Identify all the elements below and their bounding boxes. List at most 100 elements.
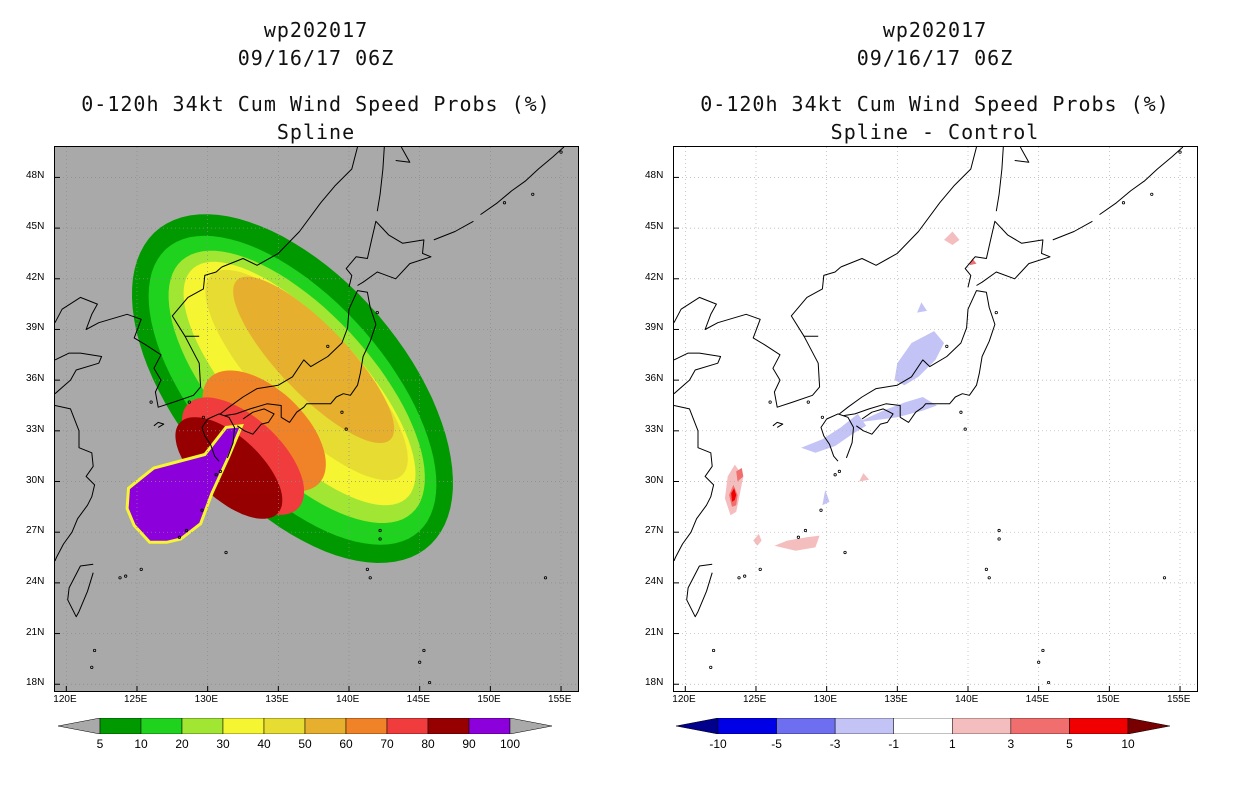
island-16 — [326, 344, 330, 348]
island-6 — [139, 567, 143, 571]
island-18 — [806, 400, 810, 404]
colorbar-box-6 — [1069, 718, 1129, 734]
island-27 — [531, 192, 535, 196]
colorbar-box-0 — [717, 718, 777, 734]
y-tick-label: 42N — [26, 271, 45, 283]
colorbar-box-8 — [427, 718, 470, 734]
x-tick-label: 120E — [53, 694, 77, 705]
y-tick-label: 33N — [26, 423, 45, 435]
island-14 — [959, 410, 963, 414]
colorbar-label: 60 — [339, 737, 353, 751]
island-11 — [365, 567, 369, 571]
colorbar-label: -5 — [771, 737, 782, 751]
colorbar-label: 40 — [257, 737, 271, 751]
island-26 — [418, 660, 422, 664]
colorbar-label: 50 — [298, 737, 312, 751]
island-9 — [378, 528, 382, 533]
island-1 — [803, 528, 808, 533]
coastline-9 — [55, 352, 103, 395]
colorbar-label: 10 — [1121, 737, 1135, 751]
right-title-3: 0-120h 34kt Cum Wind Speed Probs (%) — [700, 92, 1170, 116]
island-12 — [987, 576, 991, 580]
colorbar-label: -3 — [829, 737, 841, 751]
island-5 — [743, 574, 747, 578]
colorbar-label: 5 — [96, 737, 104, 751]
right-title-2: 09/16/17 06Z — [856, 46, 1014, 70]
x-tick-label: 150E — [477, 694, 501, 705]
colorbar-label: 3 — [1007, 737, 1015, 751]
x-tick-label: 135E — [265, 694, 289, 705]
colorbar-box-0 — [99, 718, 142, 734]
island-17 — [820, 415, 825, 419]
y-tick-label: 45N — [645, 221, 664, 233]
island-4 — [837, 469, 841, 473]
y-tick-label: 27N — [26, 525, 45, 537]
coastline-11 — [67, 563, 94, 618]
island-26 — [1037, 660, 1041, 664]
island-28 — [502, 201, 507, 205]
island-16 — [945, 344, 949, 348]
left-colorbar — [58, 718, 552, 734]
colorbar-label: 30 — [216, 737, 230, 751]
island-18 — [187, 400, 191, 404]
colorbar-label: 90 — [462, 737, 476, 751]
prob-contour-80 — [175, 417, 283, 519]
y-tick-label: 48N — [645, 170, 664, 182]
x-tick-label: 135E — [884, 694, 908, 705]
prob-contour-50 — [233, 276, 395, 443]
anomaly-region--1 — [894, 331, 944, 386]
island-7 — [118, 576, 122, 580]
y-tick-label: 48N — [26, 170, 45, 182]
coastline-0 — [201, 413, 235, 462]
island-19 — [768, 400, 772, 404]
y-tick-label: 39N — [645, 322, 664, 334]
island-9 — [997, 528, 1001, 533]
right-title-4: Spline - Control — [830, 120, 1040, 144]
coastline-7 — [674, 296, 821, 408]
x-tick-label: 155E — [548, 694, 572, 705]
coastline-2 — [839, 290, 996, 423]
island-15 — [1162, 576, 1167, 580]
coastline-13 — [1052, 220, 1093, 241]
coastline-10 — [55, 405, 96, 562]
anomaly-region--1 — [801, 413, 867, 453]
coastline-3 — [345, 220, 432, 288]
colorbar-box-2 — [834, 718, 894, 734]
island-24 — [711, 648, 716, 653]
coastline-0 — [820, 413, 854, 462]
x-tick-label: 145E — [1025, 694, 1050, 705]
island-29 — [559, 150, 563, 154]
coastline-4 — [995, 147, 1004, 212]
y-tick-label: 21N — [645, 626, 664, 638]
left-title-2: 09/16/17 06Z — [237, 46, 395, 70]
x-tick-label: 125E — [742, 694, 767, 705]
island-25 — [709, 665, 713, 669]
colorbar-box-3 — [222, 718, 265, 734]
island-8 — [224, 550, 228, 555]
coastline-14 — [480, 147, 565, 216]
island-2 — [819, 508, 823, 512]
coastline-11 — [686, 563, 713, 618]
anomaly-region-1 — [753, 533, 762, 546]
right-colorbar — [676, 718, 1170, 734]
coastline-1 — [856, 408, 894, 435]
x-tick-label: 130E — [813, 694, 838, 705]
anomaly-region-1 — [944, 231, 960, 245]
anomaly-region-1 — [859, 473, 870, 482]
left-title-3: 0-120h 34kt Cum Wind Speed Probs (%) — [81, 92, 551, 116]
island-10 — [997, 537, 1001, 541]
coastline-1 — [237, 408, 275, 435]
island-0 — [177, 535, 181, 539]
left-map-panel — [54, 146, 579, 692]
colorbar-end-low — [676, 718, 719, 734]
y-tick-label: 18N — [645, 677, 664, 689]
coastline-5 — [395, 147, 411, 163]
colorbar-label: 1 — [948, 737, 956, 751]
island-5 — [124, 574, 128, 578]
anomaly-region--1 — [857, 397, 937, 423]
colorbar-box-5 — [304, 718, 347, 734]
right-title-1: wp202017 — [882, 18, 988, 42]
coastline-6 — [840, 147, 977, 268]
island-3 — [833, 473, 837, 477]
x-tick-label: 150E — [1096, 694, 1120, 705]
